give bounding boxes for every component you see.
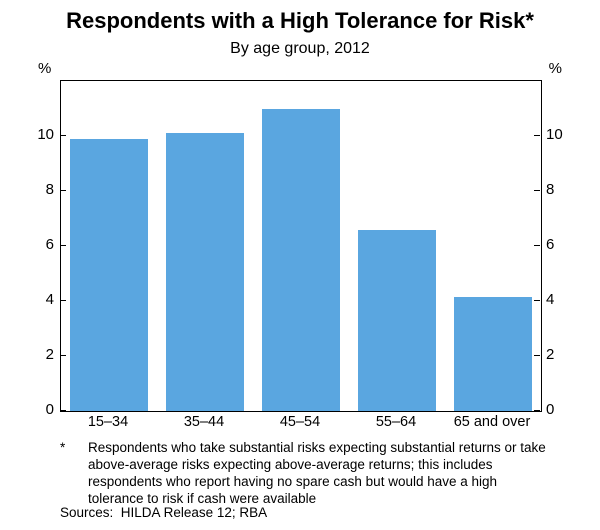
footnote: *Respondents who take substantial risks … <box>60 440 560 508</box>
bar <box>166 133 245 411</box>
y-tick-label: 10 <box>14 126 54 143</box>
x-category-label: 15–34 <box>88 414 128 430</box>
y-tick-mark <box>60 190 66 191</box>
y-tick-mark <box>534 190 540 191</box>
y-tick-label: 8 <box>546 181 586 198</box>
y-axis-unit-left: % <box>38 60 51 77</box>
sources-label: Sources: <box>60 505 113 520</box>
bar <box>358 230 437 412</box>
sources-line: Sources: HILDA Release 12; RBA <box>60 505 267 520</box>
x-category-label: 55–64 <box>376 414 416 430</box>
footnote-text: Respondents who take substantial risks e… <box>88 440 548 508</box>
y-tick-label: 4 <box>14 291 54 308</box>
y-tick-mark <box>534 300 540 301</box>
y-tick-label: 0 <box>14 401 54 418</box>
y-tick-mark <box>60 135 66 136</box>
y-tick-label: 6 <box>14 236 54 253</box>
y-tick-label: 2 <box>546 346 586 363</box>
y-tick-mark <box>60 245 66 246</box>
y-tick-mark <box>60 410 66 411</box>
y-tick-label: 2 <box>14 346 54 363</box>
chart-title: Respondents with a High Tolerance for Ri… <box>0 8 600 34</box>
x-category-label: 35–44 <box>184 414 224 430</box>
x-category-label: 65 and over <box>454 414 531 430</box>
y-tick-label: 4 <box>546 291 586 308</box>
chart-subtitle: By age group, 2012 <box>0 40 600 58</box>
y-axis-unit-right: % <box>549 60 562 77</box>
plot-area <box>60 80 542 412</box>
sources-text: HILDA Release 12; RBA <box>121 505 267 520</box>
y-tick-label: 0 <box>546 401 586 418</box>
y-tick-label: 8 <box>14 181 54 198</box>
y-tick-mark <box>534 355 540 356</box>
y-tick-mark <box>60 355 66 356</box>
y-tick-mark <box>534 135 540 136</box>
bar <box>70 139 149 411</box>
x-category-label: 45–54 <box>280 414 320 430</box>
footnote-marker: * <box>60 440 88 457</box>
y-tick-label: 6 <box>546 236 586 253</box>
bar <box>262 109 341 412</box>
bar <box>454 297 533 411</box>
y-tick-mark <box>534 410 540 411</box>
y-tick-mark <box>60 300 66 301</box>
y-tick-mark <box>534 245 540 246</box>
y-tick-label: 10 <box>546 126 586 143</box>
